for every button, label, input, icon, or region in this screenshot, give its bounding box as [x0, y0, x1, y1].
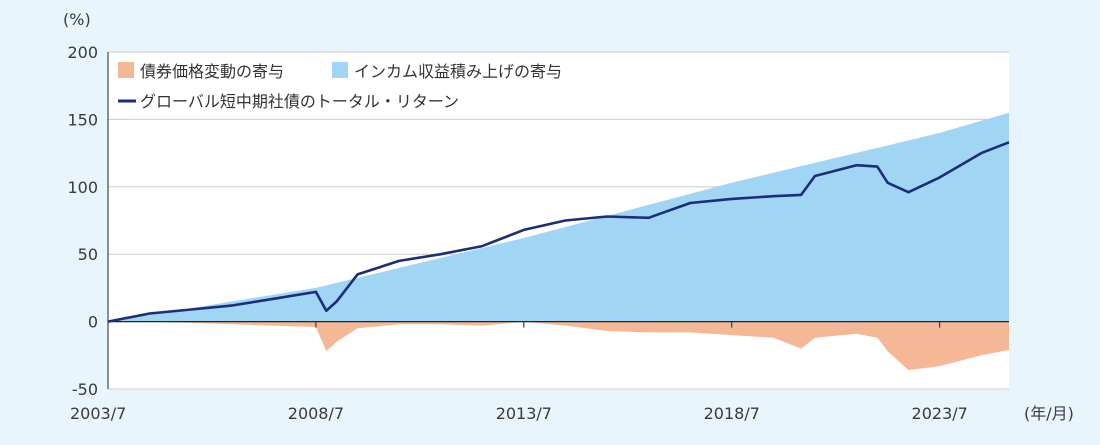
legend: 債券価格変動の寄与 インカム収益積み上げの寄与グローバル短中期社債のトータル・リタ… [118, 62, 562, 111]
labels: 200 150 100 50 0 -50 2003/7 2008/7 2013/7 2018/7 2… [63, 10, 1074, 423]
y-tick-label: -50 [72, 380, 98, 399]
y-tick-label: 0 [88, 313, 98, 332]
income-contribution-area [108, 112, 1009, 322]
legend-swatch-price [118, 62, 134, 78]
y-tick-label: 100 [67, 178, 98, 197]
y-axis-unit: (%) [63, 10, 91, 29]
x-tick-label: 2018/7 [704, 404, 760, 423]
x-tick-label: 2013/7 [496, 404, 552, 423]
areas [108, 112, 1009, 371]
total-return-line [107, 141, 1010, 323]
axes [107, 52, 1009, 389]
legend-swatch-income [332, 62, 348, 78]
x-tick-label: 2023/7 [912, 404, 968, 423]
x-tick-label: 2003/7 [70, 404, 126, 423]
legend-label-income: インカム収益積み上げの寄与 [354, 62, 562, 81]
line-layer [107, 141, 1010, 323]
x-tick-label: 2008/7 [288, 404, 344, 423]
legend-label-total: グローバル短中期社債のトータル・リターン [140, 92, 459, 111]
x-axis-unit: (年/月) [1024, 404, 1074, 423]
y-tick-label: 150 [67, 110, 98, 129]
legend-label-price: 債券価格変動の寄与 [140, 62, 284, 81]
y-tick-label: 50 [78, 245, 98, 264]
y-tick-label: 200 [67, 43, 98, 62]
price-contribution-area [108, 321, 1009, 371]
